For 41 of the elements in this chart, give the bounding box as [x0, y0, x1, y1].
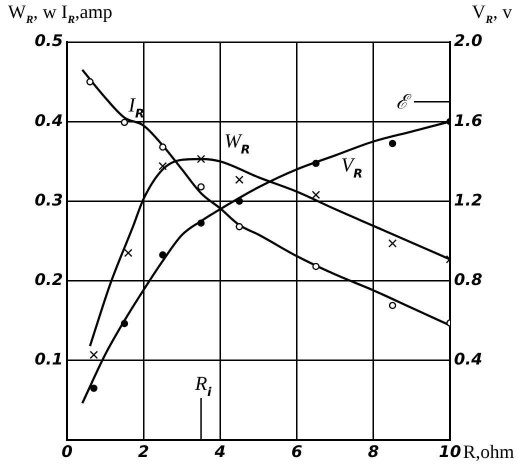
x-tick-label: 10	[438, 442, 462, 461]
y-tick-label: 0.2	[34, 270, 63, 289]
point	[312, 190, 320, 200]
point	[312, 262, 320, 270]
x-tick-label: 6	[291, 442, 302, 461]
point	[197, 219, 205, 227]
x-tick-label: 8	[368, 442, 379, 461]
y-tick-label: 0.1	[34, 350, 63, 369]
point	[197, 183, 205, 191]
point	[388, 140, 396, 148]
y-tick-label: 0.3	[34, 190, 63, 210]
x-tick-label: 4	[214, 442, 226, 461]
point	[90, 350, 98, 360]
point	[236, 198, 243, 205]
y2-tick-label: 1.6	[454, 110, 482, 130]
y2-tick-label: 0.8	[454, 270, 482, 289]
y2-axis-title: V$_{R}$, v	[472, 2, 512, 26]
point	[120, 320, 128, 328]
point	[196, 154, 206, 164]
point	[312, 160, 320, 168]
point	[90, 384, 98, 392]
point	[235, 176, 244, 184]
point	[159, 251, 166, 259]
point	[124, 248, 132, 258]
point	[158, 162, 167, 170]
point	[159, 143, 166, 151]
point	[120, 118, 128, 126]
point	[388, 239, 397, 248]
x-tick-label: 2	[138, 442, 150, 461]
ref-line-label: ℰ	[396, 92, 412, 114]
y2-tick-label: 1.2	[454, 190, 482, 210]
point	[236, 223, 243, 230]
point	[388, 302, 396, 310]
y-tick-label: 0.5	[34, 31, 63, 50]
x-tick-label: 0	[61, 442, 73, 461]
y2-tick-label: 0.4	[454, 350, 482, 369]
y-axis-title: W$_{R}$, w I$_{R}$,amp	[8, 2, 112, 26]
y2-tick-label: 2.0	[454, 31, 482, 50]
point	[86, 78, 94, 86]
y-tick-label: 0.4	[34, 110, 63, 130]
x-axis-title: R,ohm	[463, 442, 514, 464]
